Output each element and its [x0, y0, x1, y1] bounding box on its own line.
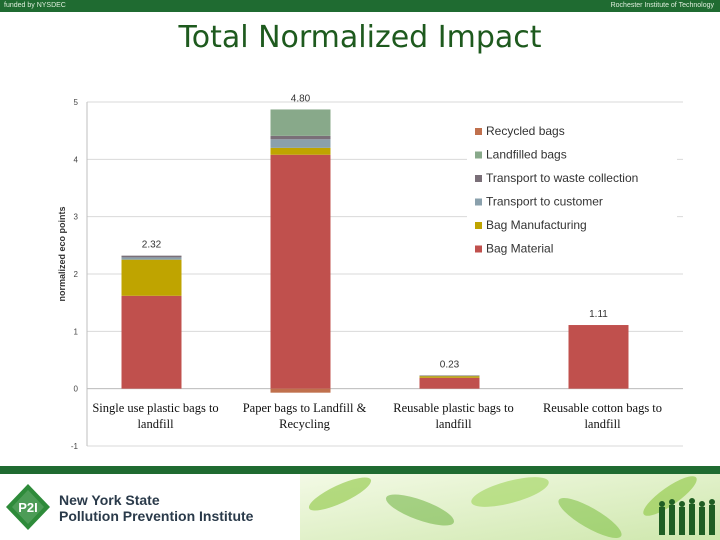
x-tick-label: Reusable plastic bags to	[393, 401, 513, 415]
legend-label: Bag Material	[486, 242, 553, 256]
bar-segment	[419, 375, 480, 377]
x-tick-label: landfill	[584, 417, 621, 431]
bar-segment	[419, 375, 480, 376]
x-tick-label: Paper bags to Landfill &	[243, 401, 367, 415]
y-tick-label: 0	[74, 385, 79, 394]
y-tick-label: 2	[74, 270, 79, 279]
org-name: New York State Pollution Prevention Inst…	[59, 492, 253, 524]
header-bar: funded by NYSDEC Rochester Institute of …	[0, 0, 720, 12]
bar-segment	[419, 377, 480, 389]
legend-label: Landfilled bags	[486, 148, 567, 162]
y-tick-label: 1	[74, 327, 79, 336]
bar-segment	[270, 109, 331, 136]
bar-total-label: 0.23	[440, 359, 460, 370]
legend-swatch	[475, 198, 482, 206]
y-tick-label: 5	[74, 98, 79, 107]
bar-segment	[270, 154, 331, 389]
bar-segment	[121, 255, 182, 258]
legend-swatch	[475, 151, 482, 159]
y-tick-label: -1	[71, 442, 79, 451]
stacked-bar-chart: -1 0 1 2 3 4 5 normalized eco points 2.32 Single …	[57, 93, 683, 451]
y-axis-label: normalized eco points	[57, 206, 67, 301]
bar-segment	[419, 376, 480, 378]
legend-label: Transport to waste collection	[486, 171, 638, 185]
x-tick-label: landfill	[137, 417, 174, 431]
bar-segment	[270, 147, 331, 155]
x-tick-label: Reusable cotton bags to	[543, 401, 662, 415]
x-tick-label: Recycling	[279, 417, 330, 431]
x-tick-label: landfill	[435, 417, 472, 431]
footer-bar	[0, 466, 720, 474]
p2i-logo-icon: P2I	[6, 484, 50, 530]
bar-total-label: 2.32	[142, 240, 162, 251]
footer: P2I New York State Pollution Prevention …	[0, 474, 720, 540]
bar-segment	[568, 325, 629, 389]
legend-label: Transport to customer	[486, 195, 603, 209]
legend-swatch	[475, 245, 482, 253]
legend-swatch	[475, 222, 482, 229]
y-tick-label: 3	[74, 213, 79, 222]
legend-label: Bag Manufacturing	[486, 218, 587, 232]
slide-title: Total Normalized Impact	[178, 20, 542, 55]
legend-box	[467, 120, 677, 260]
bar-segment	[121, 259, 182, 296]
legend-swatch	[475, 175, 482, 182]
bar-segment	[121, 257, 182, 260]
bar-total-label: 1.11	[589, 309, 608, 320]
bar-total-label: 4.80	[291, 93, 311, 104]
logo-abbrev: P2I	[18, 500, 38, 515]
bar-segment	[270, 388, 331, 393]
legend-label: Recycled bags	[486, 124, 565, 138]
institution-text: Rochester Institute of Technology	[610, 2, 714, 9]
bar-segment	[270, 135, 331, 140]
green-leaves-decoration-icon	[300, 474, 720, 540]
funding-text: funded by NYSDEC	[4, 2, 66, 9]
bar-segment	[121, 295, 182, 389]
y-tick-label: 4	[74, 155, 79, 164]
bar-segment	[270, 139, 331, 148]
org-name-line2: Pollution Prevention Institute	[59, 508, 254, 524]
org-name-line1: New York State	[59, 492, 160, 508]
x-tick-label: Single use plastic bags to	[92, 401, 218, 415]
legend-swatch	[475, 128, 482, 135]
